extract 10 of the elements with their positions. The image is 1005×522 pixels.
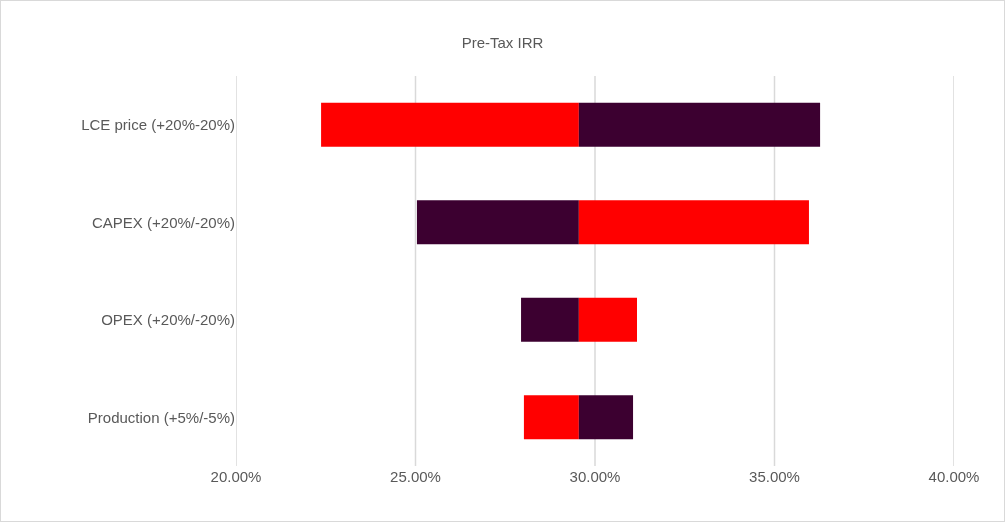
x-tick-label: 20.00% xyxy=(210,468,262,485)
y-tick-label: CAPEX (+20%/-20%) xyxy=(92,213,235,231)
x-tick-label: 40.00% xyxy=(928,468,980,485)
x-tick-label: 25.00% xyxy=(390,468,441,485)
x-tick-label: 30.00% xyxy=(569,468,621,485)
x-tick-label: 35.00% xyxy=(749,468,800,485)
chart-title: Pre-Tax IRR xyxy=(461,33,544,51)
y-tick-label: Production (+5%/-5%) xyxy=(87,408,235,426)
y-tick-label: OPEX (+20%/-20%) xyxy=(101,311,235,328)
y-tick-label: LCE price (+20%-20%) xyxy=(81,116,235,133)
